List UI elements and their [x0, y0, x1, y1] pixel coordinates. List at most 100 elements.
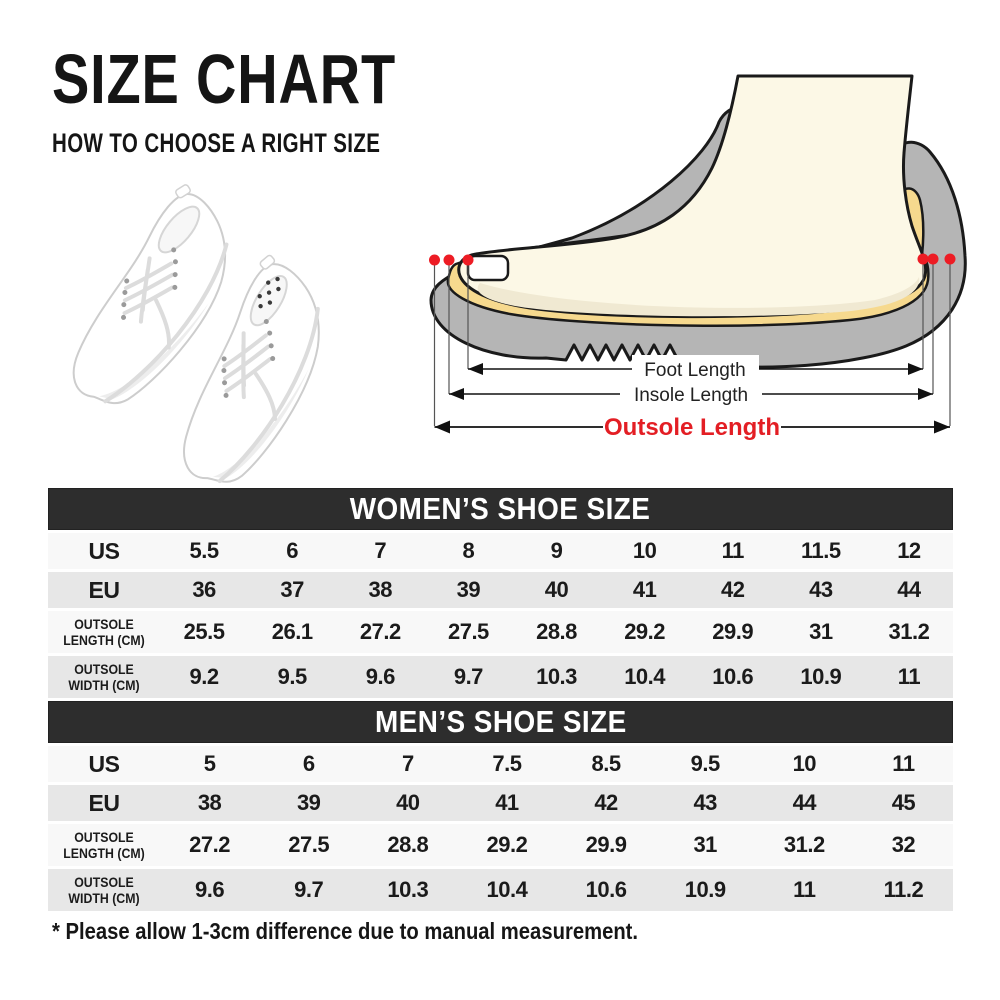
row-label-line2: LENGTH (CM) — [63, 845, 145, 861]
size-value: 5.5 — [189, 538, 220, 563]
foot-length-label: Foot Length — [644, 360, 745, 381]
size-value: 9.7 — [294, 877, 324, 902]
insole-length-label: Insole Length — [634, 385, 748, 406]
page-title: SIZE CHART — [52, 40, 396, 118]
size-value: 42 — [720, 577, 745, 602]
table-row: OUTSOLE LENGTH (CM) 27.2 27.5 28.8 29.2 29.9 31… — [48, 824, 953, 866]
mens-size-table: MEN’S SHOE SIZE US 5 6 7 7.5 8.5 9.5 10 11 EU 38 39… — [48, 701, 953, 911]
row-label: OUTSOLE WIDTH (CM) — [48, 661, 160, 693]
size-value: 27.2 — [189, 832, 230, 857]
size-value: 10.6 — [585, 877, 627, 902]
insole-perforation-dots — [257, 276, 281, 309]
size-value: 29.2 — [486, 832, 528, 857]
size-value: 9.2 — [189, 664, 220, 689]
size-value: 29.9 — [585, 832, 627, 857]
size-value: 10.4 — [486, 877, 528, 902]
size-value: 40 — [544, 577, 569, 602]
size-value: 8 — [462, 538, 475, 563]
row-label: US — [88, 750, 120, 777]
size-value: 43 — [809, 577, 833, 602]
table-row: EU 36 37 38 39 40 41 42 43 44 — [48, 572, 953, 608]
size-value: 39 — [456, 577, 481, 602]
size-value: 6 — [286, 538, 299, 563]
size-value: 9.6 — [195, 877, 225, 902]
size-value: 9.5 — [277, 664, 308, 689]
page-subtitle: HOW TO CHOOSE A RIGHT SIZE — [52, 128, 381, 158]
mens-table-body: US 5 6 7 7.5 8.5 9.5 10 11 EU 38 39 40 41 42 43 44 45 OUTS… — [48, 746, 953, 911]
row-label-line1: OUTSOLE — [74, 828, 134, 845]
size-value: 11 — [793, 877, 816, 902]
size-value: 45 — [891, 790, 916, 815]
guide-lines — [433, 263, 951, 426]
size-value: 7.5 — [492, 751, 522, 776]
size-value: 26.1 — [271, 619, 313, 644]
womens-size-table: WOMEN’S SHOE SIZE US 5.5 6 7 8 9 10 11 11.5 12 EU 3… — [48, 488, 953, 698]
size-value: 11 — [721, 538, 745, 563]
table-row: OUTSOLE WIDTH (CM) 9.6 9.7 10.3 10.4 10.6 10.9 1… — [48, 869, 953, 911]
size-value: 41 — [495, 790, 519, 815]
size-value: 10 — [632, 538, 657, 563]
size-value: 10.9 — [684, 877, 726, 902]
size-value: 28.8 — [536, 619, 577, 644]
foot-length-dimension: Foot Length — [468, 355, 923, 382]
size-value: 27.2 — [359, 619, 401, 644]
foot-measurement-diagram: Foot Length Insole Length Outsole Length — [429, 74, 967, 442]
row-label: EU — [88, 789, 120, 816]
size-value: 38 — [368, 577, 393, 602]
size-value: 8.5 — [591, 751, 622, 776]
size-value: 5 — [203, 751, 216, 776]
row-label: OUTSOLE WIDTH (CM) — [48, 874, 160, 906]
toenail-shape — [466, 254, 510, 282]
row-label-line2: WIDTH (CM) — [68, 890, 140, 906]
size-value: 40 — [396, 790, 420, 815]
measurement-dots — [429, 253, 956, 266]
table-row: US 5 6 7 7.5 8.5 9.5 10 11 — [48, 746, 953, 782]
row-label-line2: LENGTH (CM) — [63, 632, 145, 648]
foot-sole-shading — [477, 277, 920, 317]
table-row: EU 38 39 40 41 42 43 44 45 — [48, 785, 953, 821]
size-value: 43 — [693, 790, 717, 815]
size-value: 9.7 — [453, 664, 484, 689]
size-value: 29.2 — [624, 619, 666, 644]
measurement-footnote: * Please allow 1-3cm difference due to m… — [52, 918, 639, 944]
row-label-line1: OUTSOLE — [74, 873, 134, 890]
size-value: 31.2 — [888, 619, 930, 644]
title-block: SIZE CHART HOW TO CHOOSE A RIGHT SIZE — [52, 44, 484, 159]
table-row: OUTSOLE WIDTH (CM) 9.2 9.5 9.6 9.7 10.3 10.4 10.… — [48, 656, 953, 698]
size-tables: WOMEN’S SHOE SIZE US 5.5 6 7 8 9 10 11 11.5 12 EU 3… — [48, 488, 953, 914]
insole-length-dimension: Insole Length — [449, 380, 933, 407]
size-value: 10 — [792, 751, 817, 776]
size-value: 11 — [897, 664, 921, 689]
size-value: 37 — [280, 577, 304, 602]
size-value: 31 — [693, 832, 717, 857]
row-label-line1: OUTSOLE — [74, 615, 134, 632]
size-value: 25.5 — [183, 619, 225, 644]
size-value: 39 — [296, 790, 321, 815]
size-value: 44 — [897, 577, 921, 602]
size-value: 41 — [632, 577, 657, 602]
row-label-line2: WIDTH (CM) — [68, 677, 140, 693]
size-value: 10.9 — [800, 664, 842, 689]
row-label-line1: OUTSOLE — [74, 660, 134, 677]
foot-shape — [457, 74, 928, 319]
size-value: 10.6 — [712, 664, 754, 689]
size-value: 42 — [594, 790, 618, 815]
size-value: 9.6 — [365, 664, 396, 689]
size-value: 9 — [550, 538, 563, 563]
size-value: 10.4 — [624, 664, 666, 689]
size-value: 32 — [891, 832, 916, 857]
size-value: 7 — [401, 751, 414, 776]
row-label: OUTSOLE LENGTH (CM) — [48, 829, 160, 861]
size-value: 27.5 — [288, 832, 330, 857]
outsole-length-label: Outsole Length — [604, 414, 780, 441]
size-value: 12 — [897, 538, 921, 563]
size-value: 11 — [892, 751, 915, 776]
table-title: WOMEN’S SHOE SIZE — [350, 491, 651, 526]
size-value: 10.3 — [536, 664, 577, 689]
sneaker-front — [143, 250, 359, 485]
size-value: 31.2 — [783, 832, 825, 857]
size-value: 11.2 — [883, 877, 924, 902]
size-value: 36 — [192, 577, 216, 602]
womens-table-title-bar: WOMEN’S SHOE SIZE — [48, 488, 953, 530]
